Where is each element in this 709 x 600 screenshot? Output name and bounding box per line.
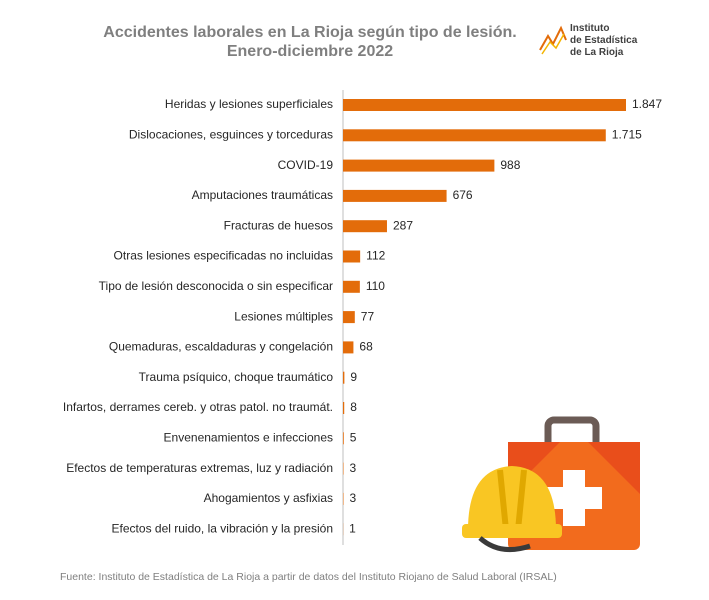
category-label: COVID-19 <box>278 158 334 172</box>
bar <box>343 402 345 414</box>
category-label: Tipo de lesión desconocida o sin especif… <box>99 279 333 293</box>
source-note: Fuente: Instituto de Estadística de La R… <box>60 571 557 583</box>
value-label: 1 <box>349 521 356 535</box>
category-label: Infartos, derrames cereb. y otras patol.… <box>63 400 333 414</box>
category-label: Quemaduras, escaldaduras y congelación <box>109 340 333 354</box>
category-label: Efectos de temperaturas extremas, luz y … <box>66 461 333 475</box>
bar <box>343 432 344 445</box>
logo-text: de Estadística <box>570 35 638 46</box>
category-label: Lesiones múltiples <box>234 309 333 323</box>
logo-text: Instituto <box>570 23 609 34</box>
value-label: 3 <box>349 461 356 475</box>
logo-text: de La Rioja <box>570 47 624 58</box>
category-label: Dislocaciones, esguinces y torceduras <box>129 127 333 141</box>
category-label: Heridas y lesiones superficiales <box>165 97 333 111</box>
bar <box>343 159 495 172</box>
value-label: 287 <box>393 218 413 232</box>
bar <box>343 280 360 293</box>
chart-subtitle: Enero-diciembre 2022 <box>227 43 393 60</box>
chart-title: Accidentes laborales en La Rioja según t… <box>103 24 516 41</box>
logo-icon <box>539 25 567 55</box>
bar <box>343 99 626 111</box>
value-label: 110 <box>366 279 385 293</box>
value-label: 1.715 <box>612 127 642 141</box>
value-label: 5 <box>350 430 357 444</box>
category-label: Fracturas de huesos <box>224 218 333 232</box>
category-label: Trauma psíquico, choque traumático <box>139 370 334 384</box>
bar <box>343 311 355 324</box>
bar <box>343 371 345 384</box>
value-label: 676 <box>453 188 473 202</box>
bar <box>343 341 354 354</box>
category-label: Amputaciones traumáticas <box>192 188 333 202</box>
bar <box>343 129 606 142</box>
bar <box>343 220 387 233</box>
category-label: Ahogamientos y asfixias <box>204 491 333 505</box>
illustration <box>462 416 640 553</box>
value-label: 988 <box>500 158 520 172</box>
category-label: Efectos del ruido, la vibración y la pre… <box>112 521 333 535</box>
value-label: 1.847 <box>632 97 662 111</box>
bar <box>343 189 447 202</box>
category-label: Otras lesiones especificadas no incluida… <box>114 249 333 263</box>
category-label: Envenenamientos e infecciones <box>164 430 333 444</box>
value-label: 9 <box>350 370 357 384</box>
value-label: 68 <box>359 340 373 354</box>
value-label: 8 <box>350 400 357 414</box>
value-label: 77 <box>361 309 375 323</box>
bar <box>343 250 361 263</box>
value-label: 112 <box>366 249 385 263</box>
value-label: 3 <box>349 491 356 505</box>
